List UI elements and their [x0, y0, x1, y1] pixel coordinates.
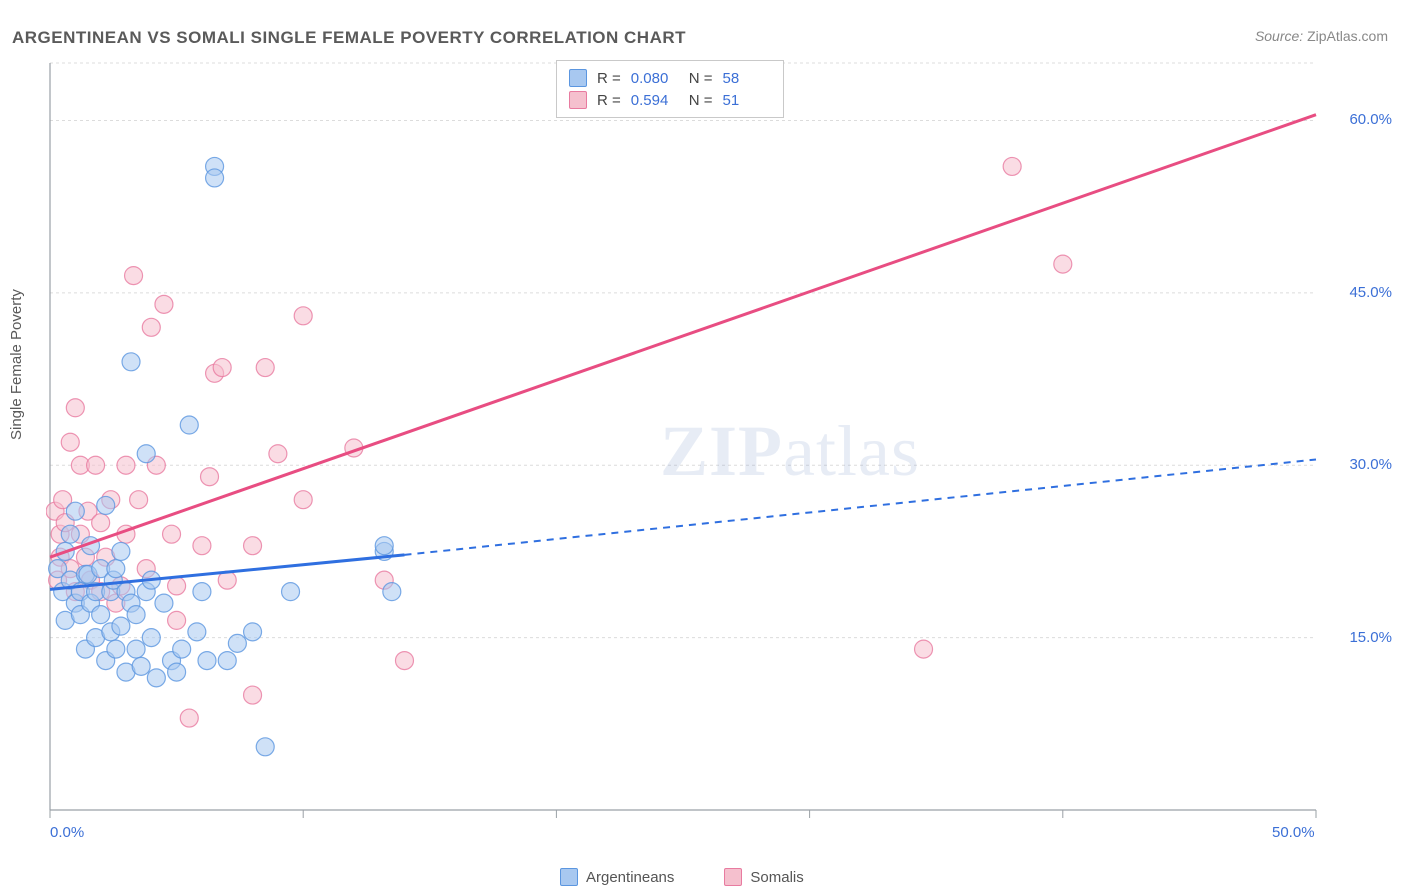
correlation-row: R = 0.080 N = 58 [569, 67, 771, 89]
r-label: R = [597, 92, 621, 109]
legend-item: Somalis [724, 868, 803, 886]
legend-label: Somalis [750, 869, 803, 886]
n-value: 58 [723, 70, 771, 87]
chart-title: ARGENTINEAN VS SOMALI SINGLE FEMALE POVE… [12, 28, 686, 48]
source-value: ZipAtlas.com [1307, 28, 1388, 44]
y-axis-label: Single Female Poverty [8, 289, 25, 440]
legend-swatch-b [724, 868, 742, 886]
legend-swatch-a [560, 868, 578, 886]
r-value: 0.594 [631, 92, 679, 109]
y-tick-label: 60.0% [1349, 111, 1392, 128]
correlation-legend: R = 0.080 N = 58 R = 0.594 N = 51 [556, 60, 784, 118]
y-tick-label: 30.0% [1349, 456, 1392, 473]
n-value: 51 [723, 92, 771, 109]
plot-area [46, 55, 1386, 840]
source-label: Source: [1255, 28, 1303, 44]
legend-swatch-a [569, 69, 587, 87]
source-attribution: Source: ZipAtlas.com [1255, 28, 1388, 44]
correlation-row: R = 0.594 N = 51 [569, 89, 771, 111]
legend-item: Argentineans [560, 868, 674, 886]
scatter-chart [46, 55, 1386, 840]
n-label: N = [689, 70, 713, 87]
y-tick-label: 15.0% [1349, 629, 1392, 646]
x-tick-label: 50.0% [1272, 824, 1315, 841]
y-tick-label: 45.0% [1349, 284, 1392, 301]
legend-swatch-b [569, 91, 587, 109]
r-label: R = [597, 70, 621, 87]
r-value: 0.080 [631, 70, 679, 87]
n-label: N = [689, 92, 713, 109]
legend-label: Argentineans [586, 869, 674, 886]
x-tick-label: 0.0% [50, 824, 84, 841]
series-legend: Argentineans Somalis [560, 868, 804, 886]
